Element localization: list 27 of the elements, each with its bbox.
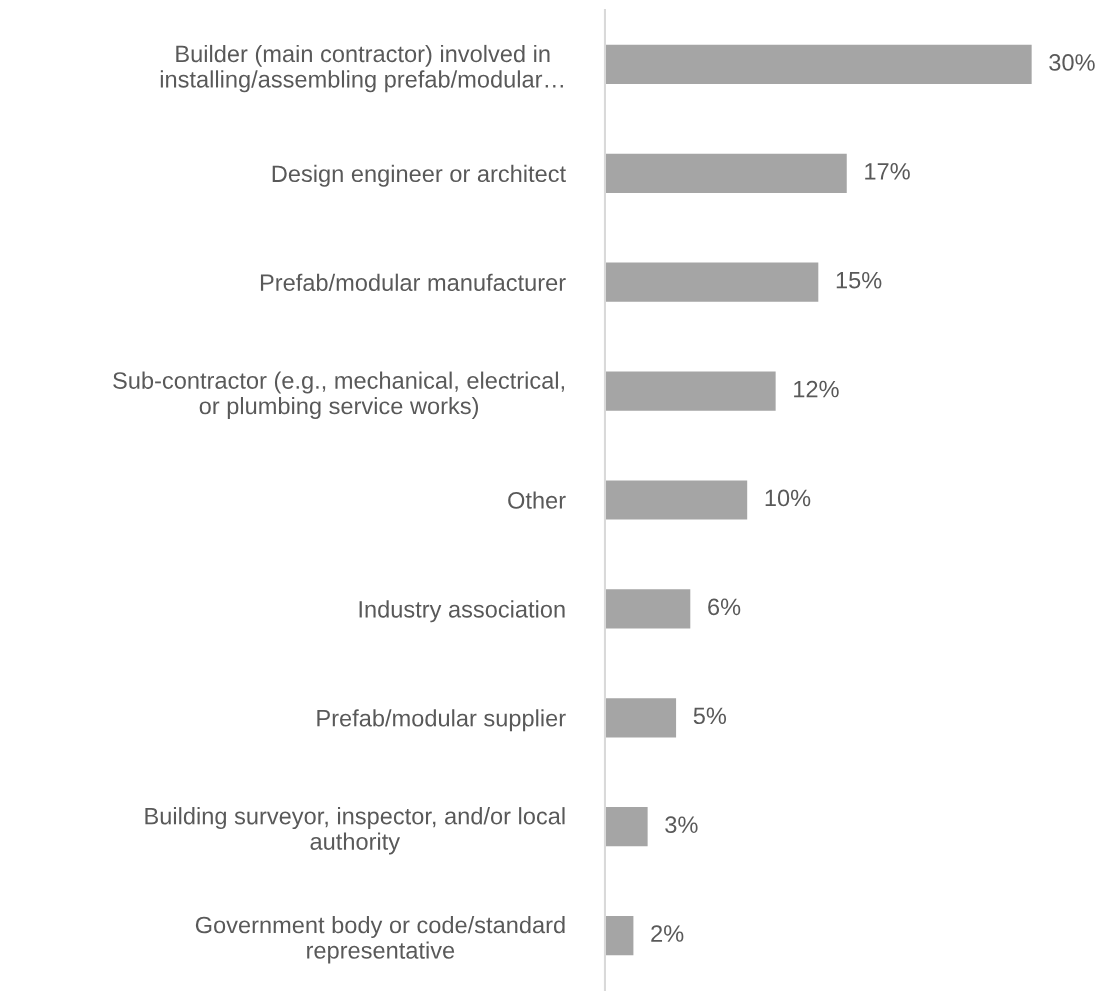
bar <box>604 153 847 193</box>
y-tick-label: Government body or code/standard representative <box>195 916 565 964</box>
data-label: 15% <box>836 271 882 289</box>
bar <box>604 371 776 411</box>
data-label: 30% <box>1049 54 1095 71</box>
data-label: 12% <box>794 380 839 398</box>
bar <box>604 807 648 847</box>
data-label: 5% <box>693 707 727 725</box>
data-label: 3% <box>665 816 698 834</box>
bar <box>604 698 677 738</box>
y-tick-label: Prefab/modular manufacturer <box>260 273 566 292</box>
y-tick-label: Design engineer or architect <box>272 164 566 187</box>
bar <box>604 589 691 629</box>
y-tick-label: Builder (main contractor) involved in installing/assembling prefab/modular… <box>160 44 563 93</box>
y-tick-label: Industry association <box>359 600 565 623</box>
y-tick-label: Sub-contractor (e.g., mechanical, electrical, or plumbing service works) <box>113 371 564 419</box>
data-label: 17% <box>865 163 910 180</box>
bar <box>604 915 634 956</box>
data-label: 10% <box>765 489 811 507</box>
bar <box>604 262 819 302</box>
bar <box>604 44 1032 85</box>
y-tick-label: Prefab/modular supplier <box>317 709 566 732</box>
bar <box>604 480 748 520</box>
y-tick-label: Building surveyor, inspector, and/or local authority <box>145 807 565 855</box>
y-tick-label: Other <box>508 491 566 509</box>
data-label: 6% <box>708 598 741 616</box>
data-label: 2% <box>651 925 684 942</box>
